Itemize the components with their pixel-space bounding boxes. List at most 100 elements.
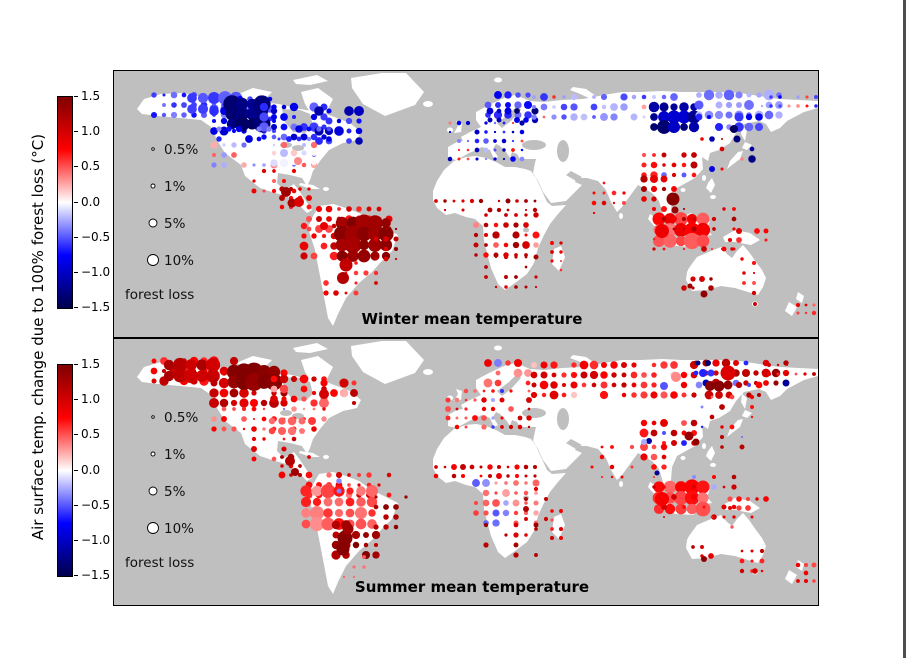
- grid-dot-highlight: [700, 290, 708, 298]
- grid-dot: [374, 257, 378, 261]
- grid-dot: [621, 372, 627, 378]
- grid-dot: [725, 111, 733, 119]
- grid-dot: [483, 147, 489, 153]
- grid-dot: [151, 378, 157, 384]
- grid-dot-highlight: [660, 382, 668, 390]
- grid-dot: [550, 259, 554, 263]
- grid-dot: [534, 491, 538, 495]
- grid-dot: [311, 233, 317, 239]
- grid-dot: [550, 381, 558, 389]
- grid-dot: [475, 157, 479, 161]
- grid-dot: [473, 500, 479, 506]
- grid-dot: [300, 222, 308, 230]
- grid-dot: [670, 93, 678, 101]
- grid-dot: [378, 226, 394, 242]
- grid-dot: [183, 368, 199, 384]
- grid-dot: [621, 392, 627, 398]
- grid-dot: [393, 524, 399, 530]
- grid-dot: [692, 217, 696, 221]
- grid-dot: [151, 92, 157, 98]
- grid-dot: [235, 125, 243, 133]
- grid-dot: [728, 506, 732, 510]
- grid-dot: [589, 370, 599, 380]
- grid-dot: [256, 126, 262, 132]
- grid-dot: [755, 123, 763, 131]
- legend-size-label: 5%: [164, 216, 186, 232]
- colorbar-tick-mark: [74, 470, 78, 471]
- grid-dot: [532, 207, 538, 213]
- grid-dot: [504, 101, 512, 109]
- colorbar-tick-mark: [74, 540, 78, 541]
- grid-dot: [759, 548, 765, 554]
- legend-size-circle: [148, 218, 158, 228]
- grid-dot: [230, 399, 238, 407]
- grid-dot: [683, 232, 701, 250]
- grid-dot: [219, 398, 229, 408]
- grid-dot: [514, 108, 520, 114]
- grid-dot: [533, 500, 539, 506]
- grid-dot: [559, 241, 563, 245]
- grid-dot: [262, 437, 266, 441]
- grid-dot: [483, 510, 489, 516]
- grid-dot: [756, 392, 762, 398]
- grid-dot: [579, 360, 589, 370]
- grid-dot: [651, 444, 657, 450]
- grid-dot: [394, 227, 398, 231]
- grid-dot: [229, 356, 239, 366]
- grid-dot: [540, 103, 548, 111]
- grid-dot: [493, 139, 497, 143]
- grid-dot: [309, 516, 325, 532]
- grid-dot: [511, 139, 515, 143]
- grid-dot-highlight: [695, 360, 701, 366]
- grid-dot: [252, 179, 256, 183]
- grid-dot: [150, 111, 158, 119]
- grid-dot: [531, 382, 537, 388]
- world-map-winter: 0.5% 1% 5% 10% forest loss Winter mean temper…: [125, 73, 818, 328]
- grid-dot: [767, 363, 771, 367]
- grid-dot: [310, 252, 318, 260]
- grid-dot: [323, 497, 333, 507]
- grid-dot: [280, 369, 288, 377]
- grid-dot: [221, 416, 227, 422]
- grid-dot: [445, 406, 451, 412]
- grid-dot: [785, 363, 789, 367]
- grid-dot: [484, 213, 488, 217]
- grid-dot: [652, 475, 656, 479]
- grid-dot: [504, 91, 512, 99]
- grid-dot: [696, 92, 702, 98]
- grid-dot: [600, 371, 608, 379]
- data-dots-layer: [150, 89, 818, 316]
- grid-dot: [300, 496, 312, 508]
- grid-dot: [218, 377, 230, 389]
- grid-dot: [696, 212, 710, 226]
- grid-dot: [550, 536, 554, 540]
- grid-dot: [720, 247, 724, 251]
- grid-dot: [602, 181, 606, 185]
- grid-dot: [306, 195, 312, 201]
- grid-dot: [268, 427, 276, 435]
- grid-dot: [580, 371, 588, 379]
- grid-dot: [266, 126, 272, 132]
- grid-dot: [796, 579, 800, 583]
- grid-dot: [493, 148, 497, 152]
- grid-dot: [523, 510, 529, 516]
- grid-dot: [690, 419, 698, 427]
- grid-dot-highlight: [752, 568, 758, 574]
- legend-size-label: 0.5%: [164, 142, 198, 158]
- grid-dot: [474, 138, 480, 144]
- grid-dot: [721, 246, 727, 252]
- grid-dot: [736, 496, 742, 502]
- grid-dot: [543, 516, 549, 522]
- grid-dot: [661, 186, 667, 192]
- grid-dot: [752, 271, 756, 275]
- grid-dot: [670, 439, 678, 447]
- grid-dot: [533, 510, 539, 516]
- grid-dot: [513, 222, 519, 228]
- grid-dot: [231, 426, 237, 432]
- grid-dot: [519, 156, 525, 162]
- grid-dot: [377, 483, 381, 487]
- grid-dot: [272, 143, 276, 147]
- grid-dot: [674, 223, 688, 237]
- grid-dot: [631, 94, 637, 100]
- grid-dot: [732, 207, 736, 211]
